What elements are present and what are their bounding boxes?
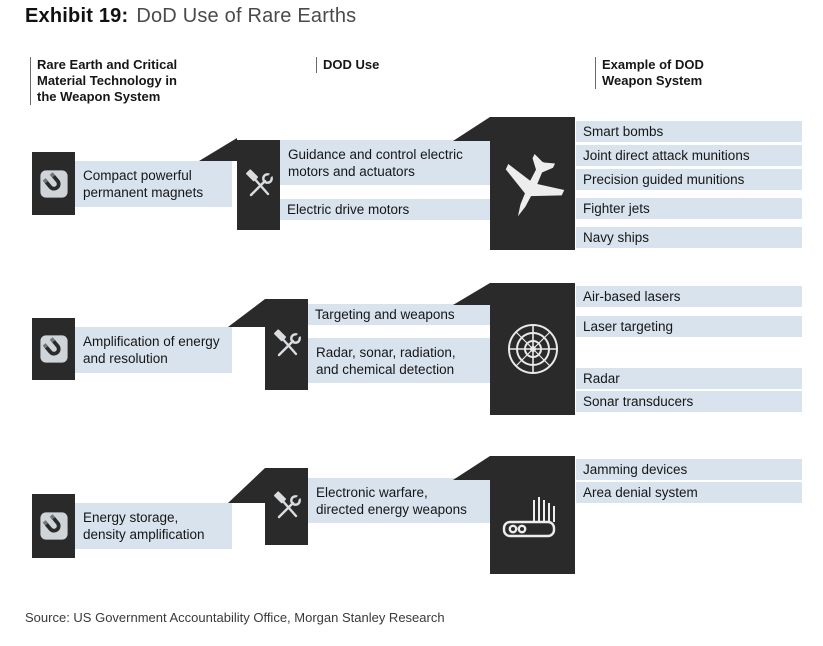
exhibit-title-text: DoD Use of Rare Earths: [136, 5, 357, 27]
magnet-icon: [39, 169, 68, 198]
connector-wedge: [453, 456, 490, 480]
technology-icon-box: [32, 318, 75, 380]
column-header-dod-use: DOD Use: [316, 57, 379, 73]
column-header-weapon-system: Example of DOD Weapon System: [595, 57, 755, 89]
dod-use-label: Electric drive motors: [280, 199, 491, 220]
exhibit-title: Exhibit 19: DoD Use of Rare Earths: [25, 5, 356, 28]
dod-use-label: Guidance and control electric motors and…: [280, 140, 491, 185]
radar-icon: [507, 324, 558, 374]
weapon-example-label: Smart bombs: [576, 121, 802, 142]
weapon-example-label: Joint direct attack munitions: [576, 145, 802, 166]
tools-icon: [273, 490, 303, 518]
column-header-technology: Rare Earth and Critical Material Technol…: [30, 57, 220, 105]
source-note: Source: US Government Accountability Off…: [25, 610, 445, 625]
weapon-example-label: Air-based lasers: [576, 286, 802, 307]
weapon-icon-box: [490, 456, 575, 574]
weapon-example-label: Laser targeting: [576, 316, 802, 337]
weapon-example-label: Area denial system: [576, 482, 802, 503]
dod-use-label: Electronic warfare, directed energy weap…: [308, 478, 491, 523]
magnet-icon: [39, 512, 68, 540]
tools-icon: [245, 169, 275, 197]
dod-use-label: Radar, sonar, radiation, and chemical de…: [308, 338, 491, 383]
technology-label: Amplification of energy and resolution: [75, 327, 232, 373]
weapon-example-label: Navy ships: [576, 227, 802, 248]
weapon-example-label: Fighter jets: [576, 198, 802, 219]
technology-icon-box: [32, 494, 75, 558]
dod-use-icon-box: [237, 140, 280, 230]
connector-wedge: [228, 299, 265, 327]
jamming-device-icon: [502, 497, 555, 538]
magnet-icon: [39, 335, 68, 363]
technology-label: Energy storage, density amplification: [75, 503, 232, 549]
weapon-example-label: Jamming devices: [576, 459, 802, 480]
connector-wedge: [199, 138, 237, 161]
technology-label: Compact powerful permanent magnets: [75, 161, 232, 207]
dod-use-icon-box: [265, 468, 308, 545]
technology-icon-box: [32, 152, 75, 215]
weapon-example-label: Radar: [576, 368, 802, 389]
fighter-jet-icon: [505, 153, 564, 216]
dod-use-label: Targeting and weapons: [308, 304, 491, 325]
dod-use-icon-box: [265, 299, 308, 390]
weapon-example-label: Precision guided munitions: [576, 169, 802, 190]
weapon-icon-box: [490, 117, 575, 250]
connector-wedge: [453, 283, 490, 305]
weapon-icon-box: [490, 283, 575, 415]
weapon-example-label: Sonar transducers: [576, 391, 802, 412]
connector-wedge: [453, 117, 490, 141]
tools-icon: [273, 328, 303, 356]
connector-wedge: [228, 468, 265, 503]
exhibit-number: Exhibit 19:: [25, 5, 129, 27]
